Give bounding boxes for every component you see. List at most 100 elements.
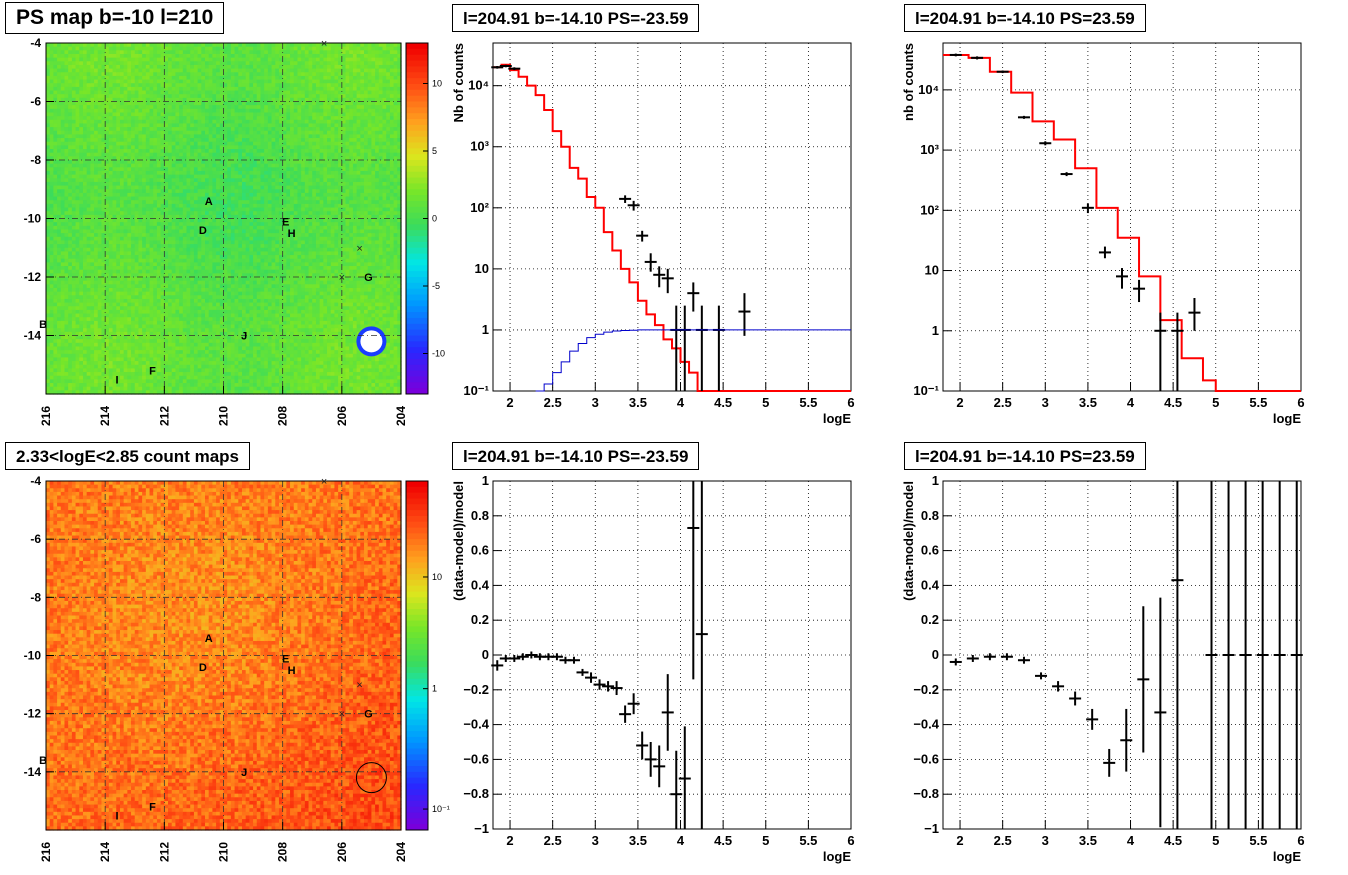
source-label: I <box>115 810 118 822</box>
y-tick-label: 1 <box>932 323 939 338</box>
x-tick-label: 3.5 <box>629 833 647 848</box>
y-tick-label: −1 <box>474 821 489 836</box>
x-tick-label: 214 <box>98 406 112 426</box>
map-cells <box>46 481 402 831</box>
colorbar-tick-label: 10⁻¹ <box>432 804 450 814</box>
y-tick-label: −0.4 <box>913 717 939 732</box>
colorbar-tick-label: 1 <box>432 684 437 694</box>
source-label: H <box>288 665 296 677</box>
source-label: F <box>149 366 156 378</box>
residual-neg-chart: 2 2.5 3 3.5 4 4.5 5 5.5 6 −1 −0.8 −0.6 −0.4 −0.2 0 0.2 0… <box>451 473 855 864</box>
y-tick-label: -8 <box>30 153 41 167</box>
y-tick-label: 10⁻¹ <box>913 383 939 398</box>
source-label: B <box>39 319 47 331</box>
plot-frame <box>492 42 852 392</box>
y-tick-label: -14 <box>24 765 42 779</box>
y-tick-label: 0.8 <box>471 508 489 523</box>
model-step-line <box>493 63 851 392</box>
x-tick-label: 2.5 <box>994 833 1012 848</box>
x-tick-label: 210 <box>217 406 231 426</box>
plot-frame <box>942 42 1302 392</box>
x-tick-label: 212 <box>157 406 171 426</box>
source-label: D <box>199 225 207 237</box>
y-tick-label: 0.6 <box>471 543 489 558</box>
colorbar-tick-label: 10 <box>432 572 442 582</box>
colorbar <box>406 481 428 831</box>
x-tick-label: 5.5 <box>799 395 817 410</box>
source-label: H <box>288 228 296 240</box>
y-tick-label: −0.8 <box>463 786 489 801</box>
y-tick-label: −0.2 <box>463 682 489 697</box>
x-tick-label: 3 <box>592 395 599 410</box>
y-axis-label: (data-model)/model <box>451 481 466 601</box>
x-tick-label: 3 <box>1042 833 1049 848</box>
spectrum-neg-title: l=204.91 b=-14.10 PS=-23.59 <box>452 4 700 32</box>
y-tick-label: −0.6 <box>913 751 939 766</box>
x-tick-label: 2 <box>506 833 513 848</box>
ps-map-chart: 216 214 212 210 208 206 204 -4 -6 -8 -10 -12 -14 A B D E… <box>24 36 445 426</box>
x-tick-label: 4 <box>1127 833 1135 848</box>
plot-frame <box>492 480 852 830</box>
y-tick-label: -14 <box>24 329 42 343</box>
source-label: B <box>39 755 47 767</box>
y-tick-label: −0.6 <box>463 751 489 766</box>
spectrum-pos-chart: 2 2.5 3 3.5 4 4.5 5 5.5 6 10⁻¹ 1 10 10² 10³ 10⁴ logE nb … <box>901 42 1305 426</box>
x-tick-label: 3 <box>592 833 599 848</box>
x-tick-label: 6 <box>1297 395 1304 410</box>
colorbar-tick-label: 0 <box>432 214 437 224</box>
x-tick-label: 3 <box>1042 395 1049 410</box>
y-tick-label: 1 <box>932 473 939 488</box>
spectrum-neg-chart: 2 2.5 3 3.5 4 4.5 5 5.5 6 10⁻¹ 1 10 10² 10³ 10⁴ logE Nb … <box>451 42 855 426</box>
cross-marker: × <box>356 243 362 255</box>
x-tick-label: 206 <box>335 406 349 426</box>
y-tick-label: −1 <box>924 821 939 836</box>
x-tick-label: 4 <box>677 395 685 410</box>
cross-marker: × <box>339 272 345 284</box>
x-tick-label: 214 <box>98 842 112 862</box>
x-tick-label: 6 <box>847 833 854 848</box>
y-tick-label: 0.4 <box>471 577 490 592</box>
x-tick-label: 212 <box>157 842 171 862</box>
residual-neg-title: l=204.91 b=-14.10 PS=-23.59 <box>452 442 700 470</box>
x-tick-label: 206 <box>335 842 349 862</box>
count-map-chart: 216 214 212 210 208 206 204 -4 -6 -8 -10 -12 -14 A B D E… <box>24 474 450 862</box>
x-tick-label: 4 <box>1127 395 1135 410</box>
source-label: G <box>364 272 373 284</box>
source-label: E <box>282 653 289 665</box>
y-tick-label: 0 <box>482 647 489 662</box>
source-label: E <box>282 216 289 228</box>
x-axis-label: logE <box>1273 849 1301 864</box>
x-tick-label: 216 <box>39 842 53 862</box>
source-step-line <box>535 329 851 392</box>
x-tick-label: 4.5 <box>1164 833 1182 848</box>
x-tick-label: 2.5 <box>994 395 1012 410</box>
x-tick-label: 5 <box>762 833 769 848</box>
x-axis-label: logE <box>1273 411 1301 426</box>
x-tick-label: 210 <box>217 842 231 862</box>
cross-marker: × <box>321 476 327 488</box>
x-tick-label: 208 <box>276 842 290 862</box>
ps-map-title: PS map b=-10 l=210 <box>5 2 225 34</box>
source-label: D <box>199 662 207 674</box>
x-tick-label: 6 <box>1297 833 1304 848</box>
x-tick-label: 2 <box>956 833 963 848</box>
y-tick-label: -12 <box>24 707 42 721</box>
y-tick-label: -6 <box>30 532 41 546</box>
residual-pos-title: l=204.91 b=-14.10 PS=23.59 <box>904 442 1146 470</box>
x-tick-label: 2 <box>956 395 963 410</box>
x-tick-label: 6 <box>847 395 854 410</box>
x-tick-label: 5 <box>762 395 769 410</box>
source-label: J <box>241 767 247 779</box>
x-tick-label: 5.5 <box>1249 395 1267 410</box>
map-cells <box>46 43 402 395</box>
colorbar-tick-label: 10 <box>432 79 442 89</box>
x-tick-label: 5 <box>1212 395 1219 410</box>
x-tick-label: 2.5 <box>544 833 562 848</box>
x-tick-label: 204 <box>394 406 408 426</box>
y-tick-label: 10³ <box>470 139 489 154</box>
y-tick-label: -4 <box>30 36 41 50</box>
y-tick-label: 10 <box>475 261 489 276</box>
y-tick-label: 10 <box>925 263 939 278</box>
y-tick-label: −0.2 <box>913 682 939 697</box>
residual-pos-chart: 2 2.5 3 3.5 4 4.5 5 5.5 6 −1 −0.8 −0.6 −0.4 −0.2 0 0.2 0… <box>901 473 1305 864</box>
